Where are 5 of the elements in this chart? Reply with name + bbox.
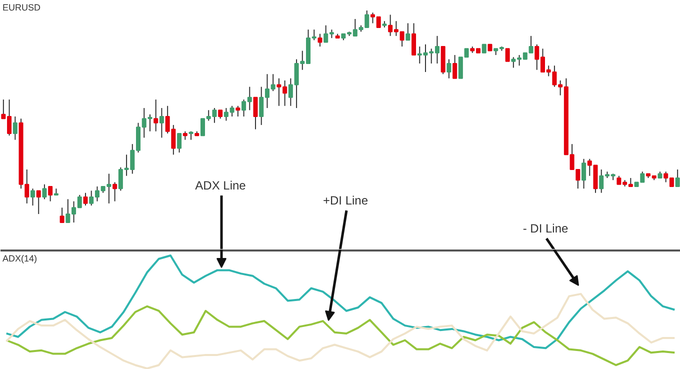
annotation: - DI Line [522,222,568,236]
chart-title: EURUSD [2,2,42,12]
annotation: +DI Line [322,194,368,208]
chart-title: ADX(14) [2,254,38,264]
annotation: ADX Line [195,178,246,192]
